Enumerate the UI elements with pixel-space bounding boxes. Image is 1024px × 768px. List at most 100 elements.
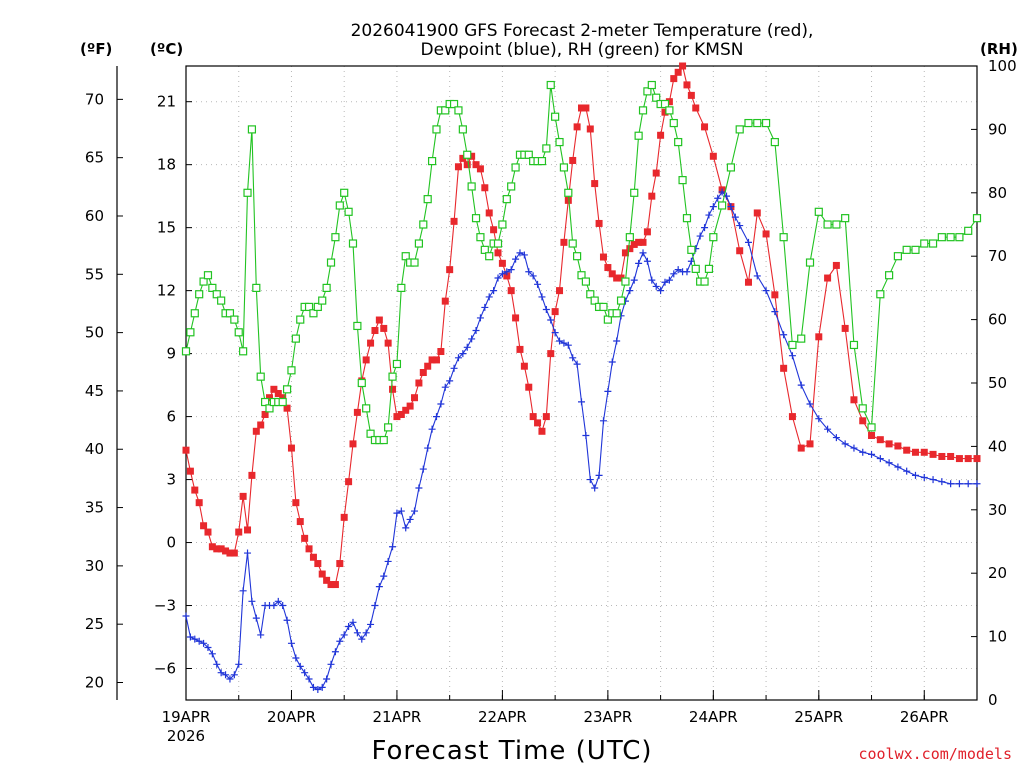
data-point xyxy=(569,156,577,164)
data-point xyxy=(415,379,423,387)
celsius-tick-label: 18 xyxy=(157,156,176,174)
data-point xyxy=(349,440,357,448)
data-point xyxy=(301,669,309,677)
data-point xyxy=(938,452,946,460)
x-tick-label: 26APR xyxy=(900,708,949,726)
data-point xyxy=(490,287,498,295)
data-point xyxy=(265,394,273,402)
data-point xyxy=(384,557,392,565)
fahrenheit-tick-label: 65 xyxy=(85,149,104,167)
data-point xyxy=(282,385,292,394)
data-point xyxy=(384,339,392,347)
data-point xyxy=(564,188,573,197)
data-point xyxy=(718,188,726,196)
data-point xyxy=(753,118,762,128)
celsius-tick-label: 9 xyxy=(166,345,176,363)
data-point xyxy=(226,675,234,683)
data-point xyxy=(551,112,560,121)
data-point xyxy=(859,417,867,425)
data-point xyxy=(419,369,427,377)
data-point xyxy=(401,252,410,261)
data-point xyxy=(885,271,894,280)
data-point xyxy=(665,106,674,115)
data-point xyxy=(309,309,318,318)
data-point xyxy=(859,448,867,456)
data-point xyxy=(512,314,520,322)
data-point xyxy=(234,328,243,337)
data-point xyxy=(612,309,621,318)
data-point xyxy=(318,296,327,305)
data-point xyxy=(498,259,506,267)
data-point xyxy=(542,306,550,314)
data-point xyxy=(358,635,366,643)
data-point xyxy=(603,315,612,324)
data-point xyxy=(674,137,683,147)
data-point xyxy=(731,213,739,221)
data-point xyxy=(788,340,797,350)
fahrenheit-tick-label: 70 xyxy=(85,90,104,108)
celsius-tick-label: 0 xyxy=(166,534,176,552)
data-point xyxy=(568,239,577,248)
data-point xyxy=(547,316,555,324)
data-point xyxy=(441,106,450,115)
data-point xyxy=(687,91,695,99)
data-point xyxy=(537,157,547,166)
data-point xyxy=(389,385,397,393)
data-point xyxy=(252,614,260,622)
data-point xyxy=(761,118,771,128)
data-point xyxy=(379,435,388,445)
data-point xyxy=(428,356,436,364)
data-point xyxy=(744,278,752,286)
data-point xyxy=(279,602,287,610)
credit-text: coolwx.com/models xyxy=(858,745,1012,763)
data-point xyxy=(375,583,383,591)
data-point xyxy=(459,350,467,358)
data-point xyxy=(437,348,445,356)
data-point xyxy=(788,352,796,360)
data-point xyxy=(806,400,814,408)
rh-tick-label: 60 xyxy=(988,311,1007,329)
data-point xyxy=(771,291,779,299)
data-point xyxy=(415,484,423,492)
data-point xyxy=(955,455,963,463)
data-point xyxy=(322,283,331,292)
data-point xyxy=(630,188,639,197)
data-point xyxy=(481,184,489,192)
data-point xyxy=(538,427,546,435)
data-point xyxy=(279,394,287,402)
data-point xyxy=(573,252,582,261)
series-dewpoint xyxy=(182,188,981,694)
data-point xyxy=(411,507,419,515)
data-point xyxy=(292,654,300,662)
data-point xyxy=(652,169,660,177)
data-point xyxy=(868,450,876,458)
data-point xyxy=(678,176,687,185)
data-point xyxy=(186,467,194,475)
data-point xyxy=(608,270,616,278)
data-point xyxy=(468,152,476,160)
data-point xyxy=(652,282,660,290)
data-point xyxy=(797,381,805,389)
data-point xyxy=(230,549,238,557)
data-point xyxy=(581,277,590,286)
data-point xyxy=(964,480,972,488)
rh-tick-label: 30 xyxy=(988,501,1007,519)
data-point xyxy=(556,337,564,345)
data-point xyxy=(502,195,511,204)
data-point xyxy=(718,201,727,210)
data-point xyxy=(947,452,955,460)
data-point xyxy=(388,372,397,381)
data-point xyxy=(797,334,806,343)
data-point xyxy=(371,327,379,335)
data-point xyxy=(639,238,647,246)
data-point xyxy=(911,471,919,479)
fahrenheit-tick-label: 55 xyxy=(85,265,104,283)
data-point xyxy=(858,404,867,413)
data-point xyxy=(327,660,335,668)
data-point xyxy=(380,572,388,580)
data-point xyxy=(586,290,595,299)
x-axis-label: Forecast Time (UTC) xyxy=(371,736,652,766)
data-point xyxy=(239,347,248,356)
data-point xyxy=(621,249,629,257)
data-point xyxy=(955,480,963,488)
